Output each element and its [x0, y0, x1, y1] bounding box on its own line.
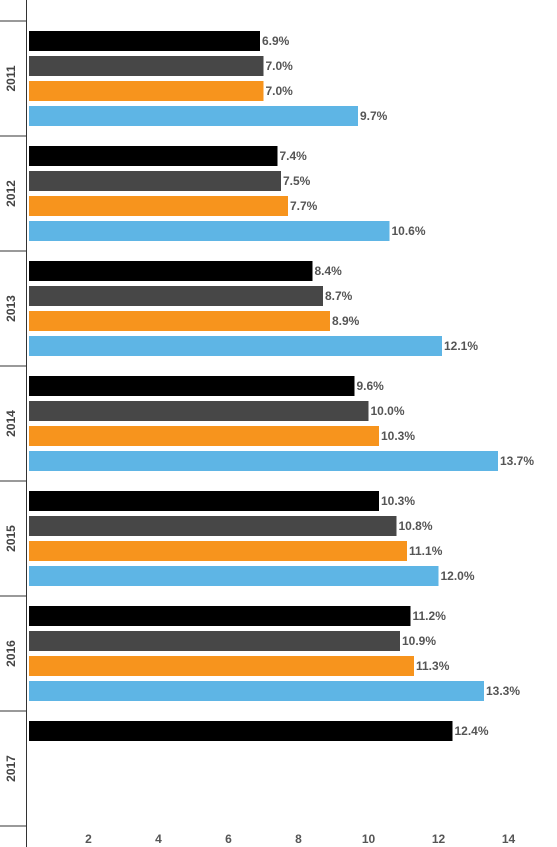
bar-data-label: 10.3%	[381, 429, 415, 443]
bar-data-label: 8.9%	[332, 314, 360, 328]
bar-data-label: 10.9%	[402, 634, 436, 648]
x-tick-label: 4	[155, 832, 162, 846]
bar	[29, 286, 323, 306]
bar-data-label: 11.3%	[416, 659, 450, 673]
bar-data-label: 7.5%	[283, 174, 311, 188]
category-label: 2017	[4, 755, 18, 782]
bar	[29, 516, 397, 536]
bar-data-label: 8.7%	[325, 289, 353, 303]
bar	[29, 656, 414, 676]
bar-data-label: 10.0%	[371, 404, 405, 418]
bar-data-label: 6.9%	[262, 34, 290, 48]
x-tick-label: 14	[502, 832, 516, 846]
bar-data-label: 11.1%	[409, 544, 443, 558]
bar-data-label: 10.6%	[392, 224, 426, 238]
group-separators	[0, 20, 26, 827]
bar	[29, 566, 439, 586]
bar	[29, 171, 281, 191]
bar-data-label: 7.7%	[290, 199, 318, 213]
bar	[29, 221, 390, 241]
bar	[29, 311, 330, 331]
bar	[29, 146, 278, 166]
x-tick-label: 2	[85, 832, 92, 846]
bar	[29, 606, 411, 626]
category-label: 2014	[4, 410, 18, 437]
bar	[29, 81, 264, 101]
bar-data-label: 8.4%	[315, 264, 343, 278]
bar-data-label: 7.0%	[266, 59, 294, 73]
bar-data-label: 10.8%	[399, 519, 433, 533]
bar	[29, 631, 400, 651]
bar	[29, 451, 498, 471]
bar-data-label: 12.4%	[455, 724, 489, 738]
bar	[29, 681, 484, 701]
x-tick-label: 10	[362, 832, 376, 846]
category-label: 2012	[4, 180, 18, 207]
bar-data-label: 12.0%	[441, 569, 475, 583]
bar-data-label: 10.3%	[381, 494, 415, 508]
bar	[29, 401, 369, 421]
bar	[29, 376, 355, 396]
bar-data-label: 13.3%	[486, 684, 520, 698]
bar-data-label: 9.7%	[360, 109, 388, 123]
bar	[29, 106, 358, 126]
bar	[29, 261, 313, 281]
x-tick-label: 12	[432, 832, 446, 846]
x-tick-label: 8	[295, 832, 302, 846]
bars	[29, 31, 498, 741]
category-labels: 2011 2012 2013 2014 2015 2016 2017	[4, 65, 18, 782]
bar	[29, 541, 407, 561]
bar-data-label: 7.0%	[266, 84, 294, 98]
x-axis-ticks: 2 4 6 8 10 12 14	[85, 832, 515, 846]
bar-data-label: 13.7%	[500, 454, 534, 468]
bar	[29, 491, 379, 511]
bar-data-label: 12.1%	[444, 339, 478, 353]
bar-data-label: 9.6%	[357, 379, 385, 393]
category-label: 2015	[4, 525, 18, 552]
category-label: 2011	[4, 65, 18, 91]
bar	[29, 426, 379, 446]
bar	[29, 721, 453, 741]
bar	[29, 336, 442, 356]
x-tick-label: 6	[225, 832, 232, 846]
bar	[29, 56, 264, 76]
bar-data-labels: 6.9% 7.0% 7.0% 9.7% 7.4% 7.5% 7.7% 10.6% 8.4% 8.7…	[262, 34, 534, 738]
bar-data-label: 11.2%	[413, 609, 447, 623]
bar-data-label: 7.4%	[280, 149, 308, 163]
bar	[29, 31, 260, 51]
bar	[29, 196, 288, 216]
category-label: 2013	[4, 295, 18, 322]
category-label: 2016	[4, 640, 18, 667]
